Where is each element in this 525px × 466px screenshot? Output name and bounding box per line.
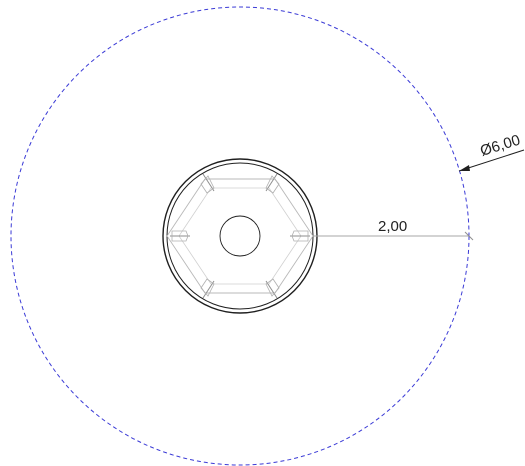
rib-bottom-left <box>202 280 215 299</box>
tab-top-right <box>265 175 280 194</box>
tab-bottom-right <box>265 278 280 297</box>
rib-bottom-right <box>265 280 278 299</box>
diameter-dimension-leader <box>458 149 525 172</box>
radius-dimension-label: 2,00 <box>378 218 407 235</box>
rib-top-right <box>265 173 278 192</box>
hexagon-inner-pocket <box>178 187 302 285</box>
tab-bottom-left <box>200 278 215 297</box>
rib-top-left <box>202 173 215 192</box>
tab-left <box>171 230 189 242</box>
diameter-dimension-label: Ø6,00 <box>478 132 522 160</box>
tab-top-left <box>200 175 215 194</box>
radius-dimension-tick <box>464 231 474 241</box>
center-hole-circle <box>219 215 261 257</box>
diameter-arrow-icon <box>459 165 470 171</box>
tab-right <box>291 230 309 242</box>
